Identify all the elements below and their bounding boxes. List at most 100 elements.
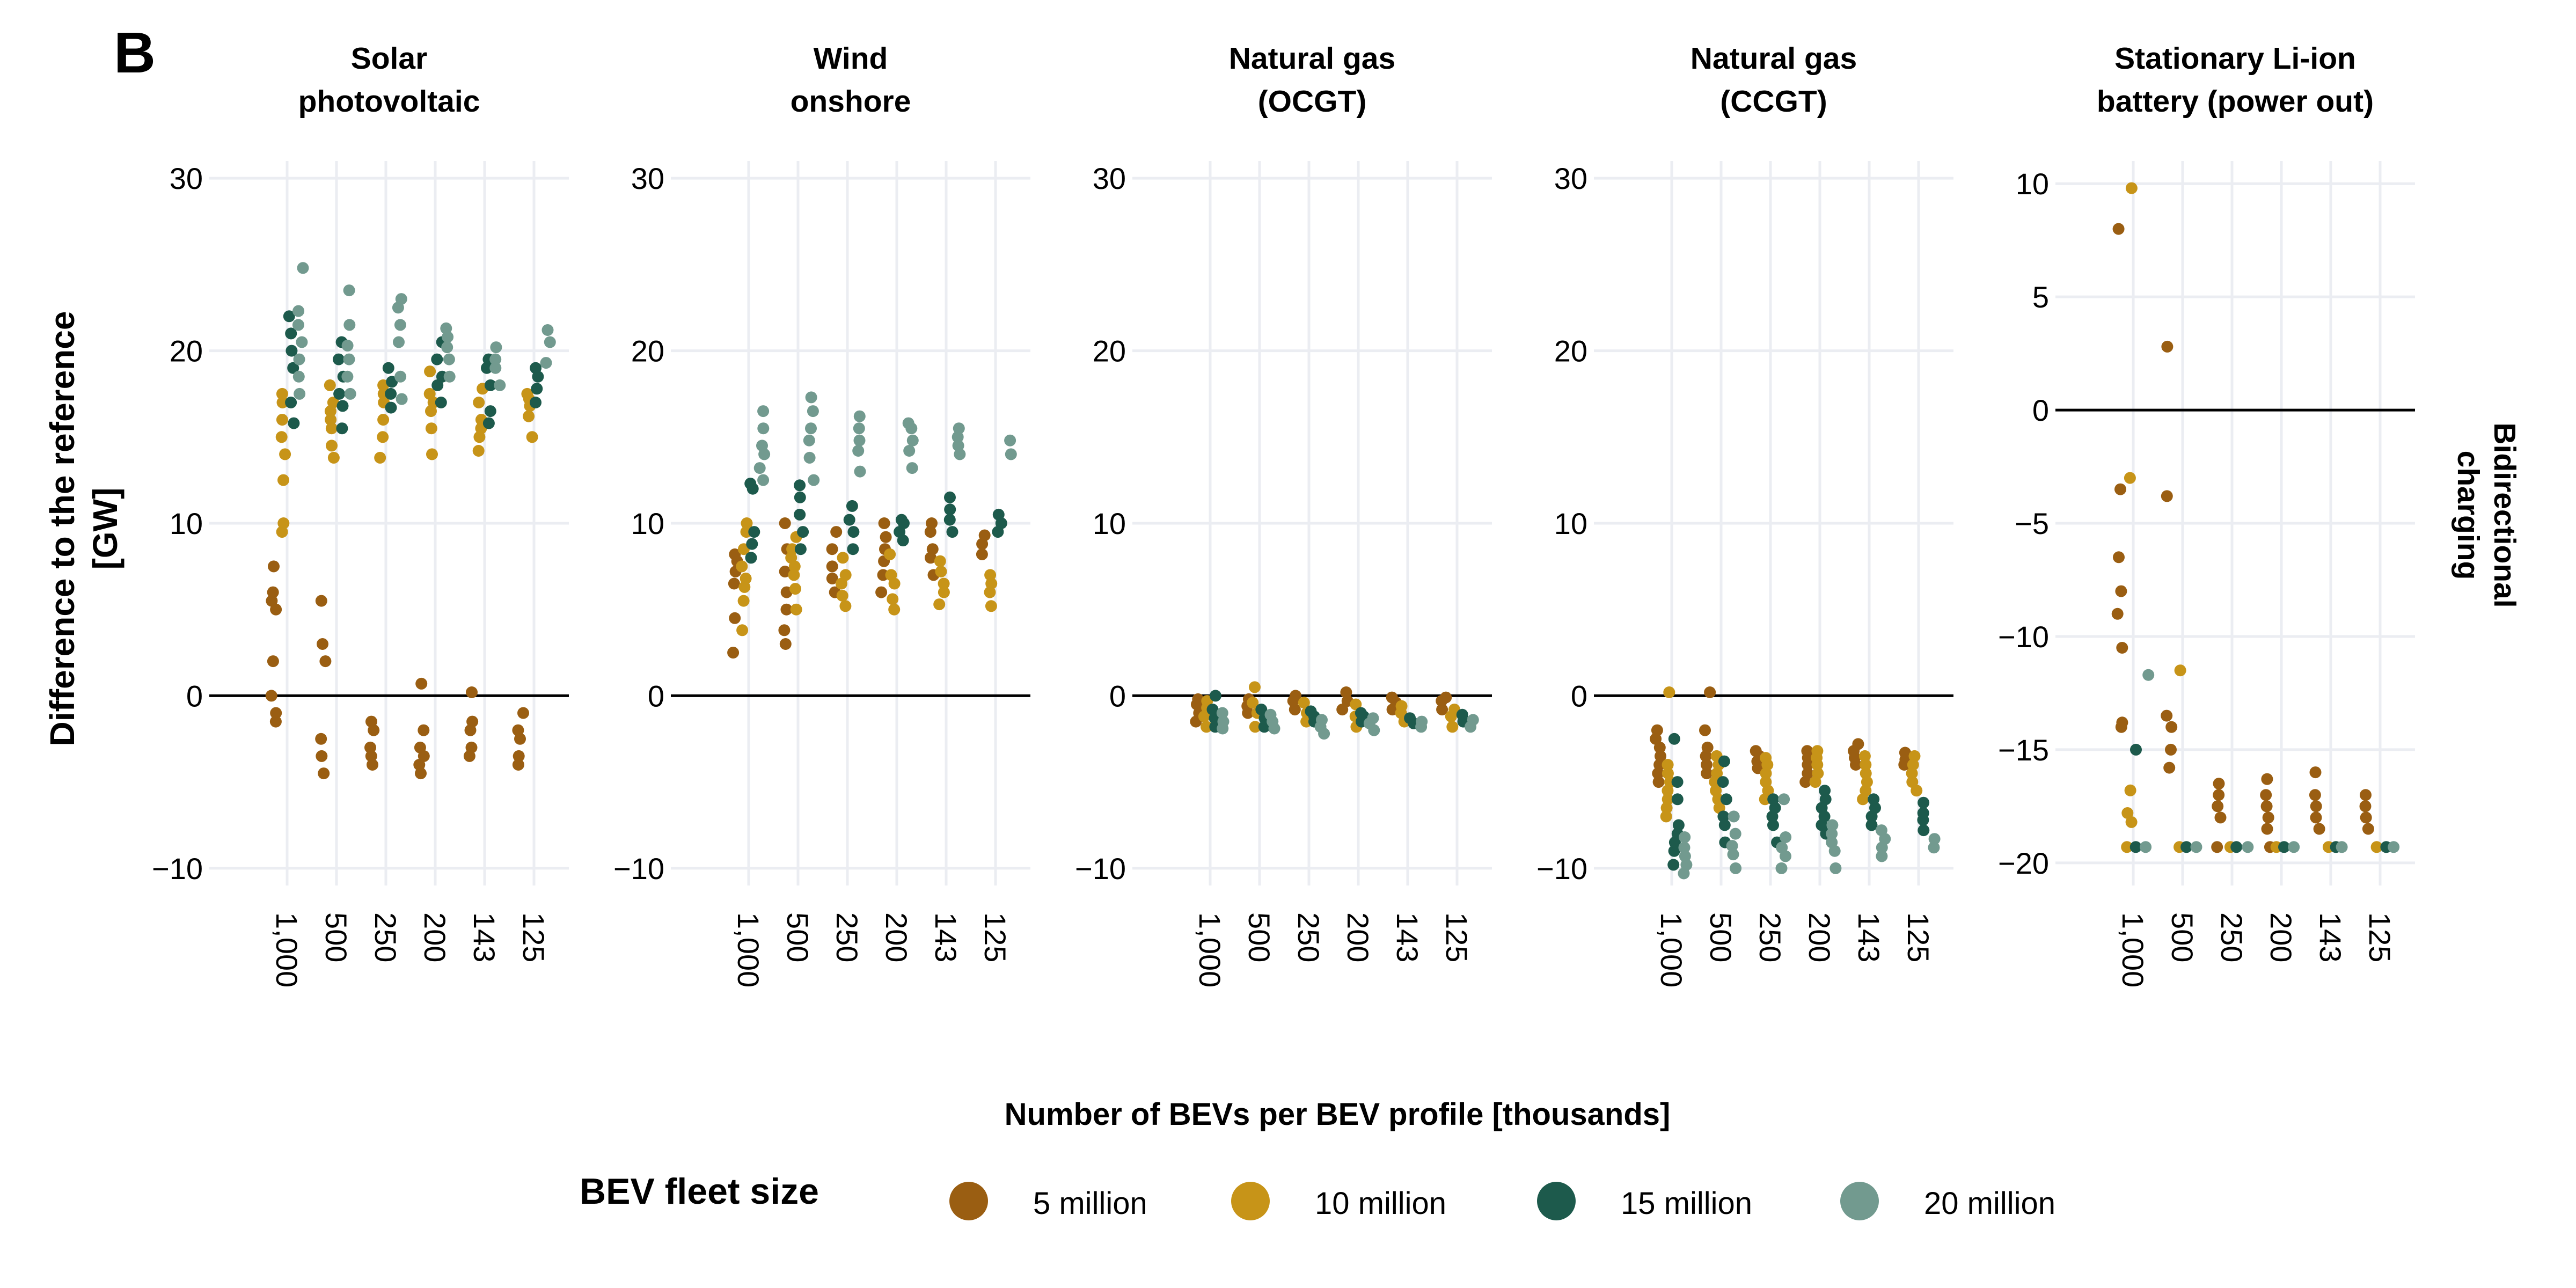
panel-2: Wind onshore −10 0 10 20 30 1,000 500 250 200 143 12… xyxy=(613,41,1030,987)
y-tick-label: 0 xyxy=(2032,393,2049,427)
data-point xyxy=(2261,823,2273,835)
data-point xyxy=(1446,721,1459,733)
data-point xyxy=(878,517,890,529)
data-point xyxy=(324,379,336,391)
data-point xyxy=(466,686,478,698)
data-point xyxy=(2336,841,2348,853)
data-point xyxy=(1671,793,1684,806)
data-point xyxy=(2113,551,2125,564)
x-tick-label: 250 xyxy=(830,912,864,962)
y-tick-label: −15 xyxy=(1998,733,2049,767)
data-point xyxy=(938,577,950,590)
data-point xyxy=(423,387,436,400)
y-axis-title-line1: Difference to the reference xyxy=(43,311,82,747)
data-point xyxy=(424,365,436,378)
legend-item: 20 million xyxy=(1840,1182,2055,1221)
data-point xyxy=(1355,707,1367,719)
data-point xyxy=(1778,793,1790,806)
data-point xyxy=(269,715,282,728)
data-point xyxy=(1826,819,1839,831)
x-tick-label: 143 xyxy=(2314,912,2347,962)
data-point xyxy=(1775,862,1788,874)
data-point xyxy=(1868,793,1880,806)
x-tick-label: 143 xyxy=(1391,912,1424,962)
y-tick-label: 30 xyxy=(1554,162,1587,195)
data-point xyxy=(737,595,750,607)
data-point xyxy=(808,474,820,486)
panel-title: Natural gas xyxy=(1690,41,1857,76)
data-point xyxy=(902,417,914,429)
x-tick-label: 1,000 xyxy=(1193,912,1227,987)
data-point xyxy=(1651,724,1663,736)
y-tick-label: −10 xyxy=(152,852,203,885)
x-tick-label: 1,000 xyxy=(270,912,304,987)
y-tick-label: 10 xyxy=(2016,167,2049,201)
y-tick-label: −5 xyxy=(2015,507,2049,540)
data-point xyxy=(895,514,908,526)
data-point xyxy=(1801,745,1813,757)
data-point xyxy=(494,379,506,391)
data-point xyxy=(935,566,947,577)
data-point xyxy=(2161,709,2173,722)
data-point xyxy=(333,353,345,365)
data-point xyxy=(1718,755,1730,767)
x-tick-label: 125 xyxy=(978,912,1012,962)
data-point xyxy=(1729,828,1741,840)
data-point xyxy=(1826,836,1838,848)
data-point xyxy=(443,370,456,383)
panel-title: Natural gas xyxy=(1229,41,1395,76)
data-point xyxy=(1671,776,1684,788)
data-point xyxy=(2212,800,2224,813)
data-point xyxy=(267,655,279,668)
data-point xyxy=(489,362,502,374)
data-point xyxy=(2165,721,2178,733)
data-point xyxy=(953,422,965,435)
data-point xyxy=(1217,715,1230,728)
data-point xyxy=(753,462,766,474)
data-point xyxy=(377,431,389,443)
data-point xyxy=(780,603,793,616)
legend-label: 10 million xyxy=(1315,1186,1446,1221)
data-point xyxy=(2309,766,2322,779)
data-point xyxy=(2165,743,2177,756)
data-point xyxy=(779,517,791,529)
data-point xyxy=(526,431,538,443)
y-tick-label: −10 xyxy=(1998,620,2049,654)
data-point xyxy=(396,393,408,405)
data-point xyxy=(757,474,770,486)
data-point xyxy=(484,405,496,418)
data-point xyxy=(1436,704,1448,716)
data-point xyxy=(531,383,543,395)
data-point xyxy=(1776,841,1788,854)
data-point xyxy=(293,353,305,365)
data-point xyxy=(1249,681,1261,693)
panel-3: Natural gas (OCGT) −10 0 10 20 30 1,000 500 250 20… xyxy=(1075,41,1492,987)
data-point xyxy=(267,586,279,598)
data-point xyxy=(779,566,791,577)
legend-item: 5 million xyxy=(949,1182,1147,1221)
data-point xyxy=(490,341,502,354)
data-point xyxy=(1720,793,1732,806)
data-point xyxy=(943,514,956,526)
y-tick-label: 30 xyxy=(631,162,664,195)
data-point xyxy=(2174,664,2186,677)
y-tick-label: −10 xyxy=(1075,852,1126,885)
data-point xyxy=(512,724,524,736)
data-point xyxy=(296,336,308,348)
data-point xyxy=(286,345,298,357)
data-point xyxy=(1395,700,1408,712)
data-point xyxy=(740,572,752,584)
panel-4: Natural gas (CCGT) −10 0 10 20 30 1,000 500 250 20… xyxy=(1536,41,1953,987)
data-point xyxy=(728,577,740,590)
data-point xyxy=(431,379,444,391)
data-point xyxy=(1852,738,1864,750)
data-point xyxy=(952,431,964,443)
data-point xyxy=(1672,819,1685,831)
data-point xyxy=(394,319,406,331)
data-point xyxy=(1316,714,1328,726)
y-axis-title-line2: [GW] xyxy=(86,488,125,570)
data-point xyxy=(2261,773,2273,785)
data-point xyxy=(807,405,819,418)
data-point xyxy=(906,434,919,447)
